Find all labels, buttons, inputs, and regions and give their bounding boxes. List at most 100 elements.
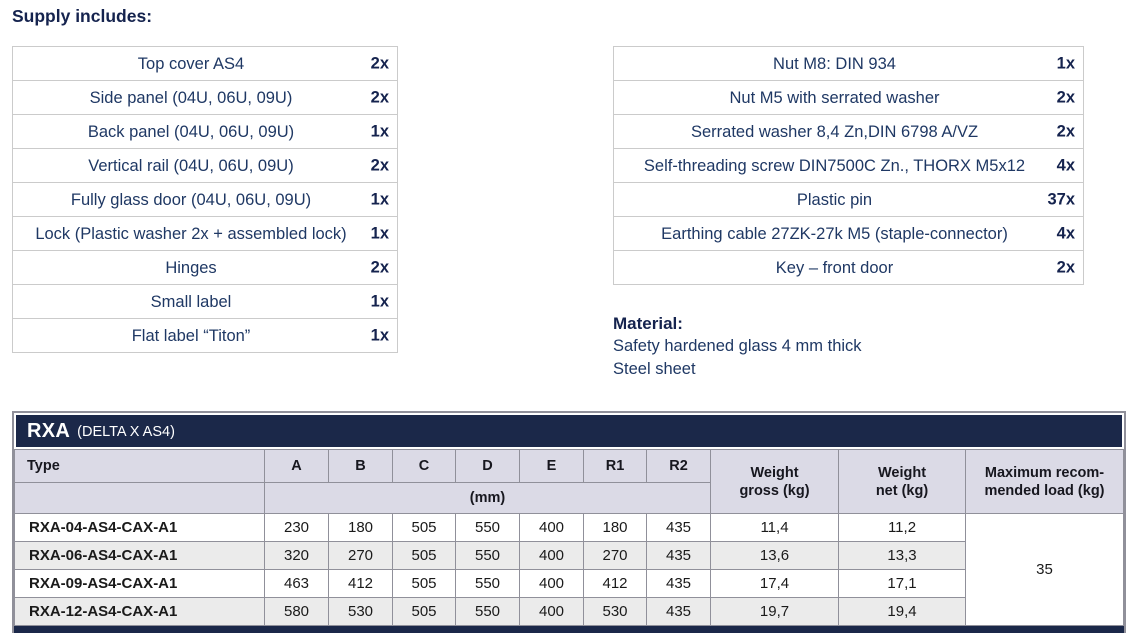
supply-item-wrap: Nut M8: DIN 934 1x: [614, 54, 1083, 74]
supply-item-name: Small label: [150, 292, 232, 311]
supply-item-qty: 2x: [370, 54, 389, 72]
spec-row: RXA-04-AS4-CAX-A1 230 180 505 550 400 180 435 11…: [14, 513, 1124, 626]
supply-item-name: Flat label “Titon”: [131, 326, 251, 345]
supply-item-cell: Plastic pin 37x: [613, 182, 1084, 217]
supply-item-cell: Key – front door 2x: [613, 250, 1084, 285]
spec-cell-type: RXA-12-AS4-CAX-A1: [14, 597, 265, 626]
supply-item-qty: 37x: [1047, 190, 1075, 208]
spec-col-header-max-load: Maximum recom- mended load (kg): [965, 449, 1124, 514]
spec-col-header-weight-gross: Weight gross (kg): [710, 449, 839, 514]
spec-cell-dim-r1: 270: [583, 541, 647, 570]
supply-item-qty: 2x: [370, 258, 389, 276]
supply-item-wrap: Side panel (04U, 06U, 09U) 2x: [13, 88, 397, 108]
spec-cell-dim-d: 550: [455, 597, 520, 626]
supply-item-cell: Small label 1x: [12, 284, 398, 319]
spec-cell-dim-a: 463: [264, 569, 329, 598]
material-section: Material: Safety hardened glass 4 mm thi…: [613, 312, 862, 381]
supply-item-qty: 4x: [1056, 224, 1075, 242]
supply-item-row: Top cover AS4 2x: [13, 47, 398, 81]
spec-cell-weight-gross: 17,4: [710, 569, 839, 598]
spec-row: RXA-09-AS4-CAX-A1 463 412 505 550 400 412 435 17…: [14, 569, 1124, 598]
supply-item-name: Top cover AS4: [137, 54, 245, 73]
supply-item-cell: Fully glass door (04U, 06U, 09U) 1x: [12, 182, 398, 217]
spec-cell-dim-c: 505: [392, 597, 456, 626]
spec-cell-type: RXA-04-AS4-CAX-A1: [14, 513, 265, 542]
supply-item-row: Nut M8: DIN 934 1x: [614, 47, 1084, 81]
supply-item-row: Small label 1x: [12, 284, 398, 319]
spec-table-container: RXA (DELTA X AS4) Type A B C D E R1 R2 Weight gr…: [12, 411, 1126, 633]
spec-cell-dim-e: 400: [519, 513, 584, 542]
spec-row: RXA-12-AS4-CAX-A1 580 530 505 550 400 530 435 19…: [14, 597, 1124, 626]
spec-cell-dim-r1: 530: [583, 597, 647, 626]
spec-cell-dim-b: 180: [328, 513, 393, 542]
spec-cell-dim-b: 270: [328, 541, 393, 570]
supply-item-wrap: Flat label “Titon” 1x: [13, 326, 397, 346]
supply-item-cell: Top cover AS4 2x: [13, 47, 398, 81]
spec-cell-dim-d: 550: [455, 541, 520, 570]
spec-col-header-dim-d: D: [455, 449, 520, 483]
spec-cell-dim-a: 230: [264, 513, 329, 542]
material-line-steel: Steel sheet: [613, 360, 696, 378]
spec-table-titlebar: RXA (DELTA X AS4): [14, 413, 1124, 449]
supply-item-row: Vertical rail (04U, 06U, 09U) 2x: [12, 148, 398, 183]
supply-item-name: Nut M5 with serrated washer: [729, 88, 940, 107]
supply-item-wrap: Hinges 2x: [13, 258, 397, 278]
supply-item-cell: Hinges 2x: [12, 250, 398, 285]
supply-item-qty: 2x: [370, 156, 389, 174]
spec-cell-type: RXA-06-AS4-CAX-A1: [14, 541, 265, 570]
spec-table-subtitle: (DELTA X AS4): [77, 424, 175, 440]
supply-item-name: Serrated washer 8,4 Zn,DIN 6798 A/VZ: [690, 122, 979, 141]
spec-cell-dim-r1: 412: [583, 569, 647, 598]
supply-item-cell: Self-threading screw DIN7500C Zn., THORX…: [613, 148, 1084, 183]
supply-item-name: Plastic pin: [796, 190, 873, 209]
spec-col-header-dim-e: E: [519, 449, 584, 483]
supply-item-row: Key – front door 2x: [613, 250, 1084, 285]
spec-cell-dim-d: 550: [455, 569, 520, 598]
spec-cell-dim-a: 580: [264, 597, 329, 626]
supply-item-name: Earthing cable 27ZK-27k M5 (staple-conne…: [661, 224, 1008, 243]
supply-item-cell: Lock (Plastic washer 2x + assembled lock…: [12, 216, 398, 251]
supply-item-name: Nut M8: DIN 934: [773, 54, 896, 73]
supply-item-cell: Side panel (04U, 06U, 09U) 2x: [12, 80, 398, 115]
supply-item-row: Fully glass door (04U, 06U, 09U) 1x: [12, 182, 398, 217]
spec-cell-dim-c: 505: [392, 569, 456, 598]
material-line-glass: Safety hardened glass 4 mm thick: [613, 337, 862, 355]
spec-cell-dim-r2: 435: [646, 541, 711, 570]
spec-col-header-dim-c: C: [392, 449, 456, 483]
supply-item-row: Earthing cable 27ZK-27k M5 (staple-conne…: [613, 216, 1084, 251]
spec-table-head: Type A B C D E R1 R2 Weight gross (kg) Weight net…: [14, 449, 1124, 514]
material-heading: Material:: [613, 314, 683, 333]
spec-cell-weight-net: 19,4: [838, 597, 966, 626]
supply-item-row: Flat label “Titon” 1x: [12, 318, 398, 353]
supply-item-name: Side panel (04U, 06U, 09U): [89, 88, 293, 107]
spec-cell-max-load: 35: [965, 513, 1124, 626]
supply-item-cell: Nut M8: DIN 934 1x: [614, 47, 1084, 81]
spec-cell-type: RXA-09-AS4-CAX-A1: [14, 569, 265, 598]
spec-cell-dim-b: 412: [328, 569, 393, 598]
supply-item-qty: 1x: [1056, 54, 1075, 72]
spec-cell-dim-e: 400: [519, 541, 584, 570]
spec-row: RXA-06-AS4-CAX-A1 320 270 505 550 400 270 435 13…: [14, 541, 1124, 570]
spec-table: Type A B C D E R1 R2 Weight gross (kg) Weight net…: [14, 449, 1124, 626]
supply-item-name: Lock (Plastic washer 2x + assembled lock…: [35, 224, 347, 243]
spec-col-header-weight-net: Weight net (kg): [838, 449, 966, 514]
spec-cell-dim-r2: 435: [646, 513, 711, 542]
supply-item-wrap: Top cover AS4 2x: [13, 54, 397, 74]
spec-col-header-dim-a: A: [264, 449, 329, 483]
spec-cell-dim-c: 505: [392, 541, 456, 570]
supply-item-qty: 2x: [1056, 88, 1075, 106]
spec-cell-dim-e: 400: [519, 569, 584, 598]
supply-item-row: Self-threading screw DIN7500C Zn., THORX…: [613, 148, 1084, 183]
spec-subheader-type-empty: [14, 482, 265, 514]
spec-cell-weight-net: 13,3: [838, 541, 966, 570]
supply-item-wrap: Back panel (04U, 06U, 09U) 1x: [13, 122, 397, 142]
supply-heading: Supply includes:: [12, 6, 153, 26]
supply-item-wrap: Serrated washer 8,4 Zn,DIN 6798 A/VZ 2x: [614, 122, 1083, 142]
supply-item-qty: 1x: [370, 122, 389, 140]
supply-table-left: Top cover AS4 2x Side panel (04U, 06U, 09U…: [12, 46, 398, 353]
spec-col-header-dim-r1: R1: [583, 449, 647, 483]
supply-item-cell: Flat label “Titon” 1x: [12, 318, 398, 353]
supply-item-name: Key – front door: [775, 258, 894, 277]
spec-cell-dim-b: 530: [328, 597, 393, 626]
supply-item-row: Back panel (04U, 06U, 09U) 1x: [12, 114, 398, 149]
